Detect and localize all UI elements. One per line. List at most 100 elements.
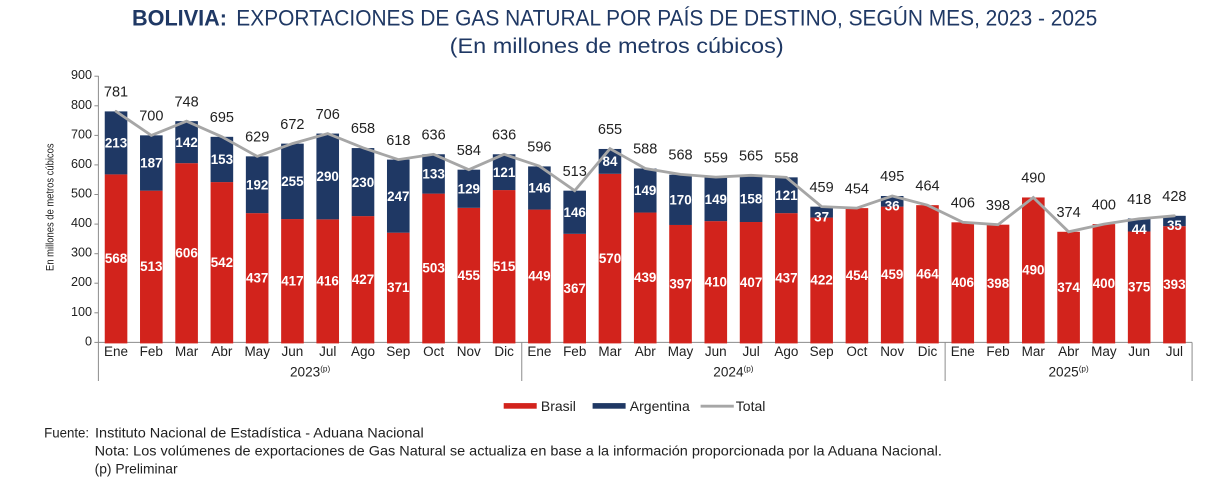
svg-text:Jul: Jul xyxy=(742,344,759,359)
svg-text:Mar: Mar xyxy=(175,344,199,359)
svg-text:Ene: Ene xyxy=(527,344,551,359)
svg-text:Ene: Ene xyxy=(951,344,975,359)
svg-text:542: 542 xyxy=(211,255,233,270)
svg-text:84: 84 xyxy=(603,154,618,169)
svg-text:565: 565 xyxy=(739,149,763,165)
svg-text:En millones de metros cúbicos: En millones de metros cúbicos xyxy=(45,143,57,271)
svg-text:Oct: Oct xyxy=(423,344,444,359)
svg-text:568: 568 xyxy=(105,251,128,266)
svg-text:142: 142 xyxy=(175,135,197,150)
svg-text:655: 655 xyxy=(598,122,622,138)
svg-text:513: 513 xyxy=(140,259,162,274)
svg-text:Oct: Oct xyxy=(846,344,867,359)
svg-text:Fuente:Instituto Nacional de E: Fuente: Instituto Nacional de Estadística… xyxy=(44,424,424,440)
svg-text:588: 588 xyxy=(633,142,657,158)
svg-text:153: 153 xyxy=(211,152,233,167)
svg-text:247: 247 xyxy=(387,189,409,204)
svg-text:407: 407 xyxy=(740,275,762,290)
svg-text:Abr: Abr xyxy=(211,344,233,359)
svg-text:100: 100 xyxy=(71,305,92,319)
svg-text:Abr: Abr xyxy=(635,344,657,359)
svg-text:170: 170 xyxy=(669,193,691,208)
svg-text:584: 584 xyxy=(457,143,481,159)
svg-text:Nov: Nov xyxy=(457,344,481,359)
svg-text:513: 513 xyxy=(563,164,587,180)
svg-text:400: 400 xyxy=(1092,197,1116,213)
svg-text:(En millones de metros cúbicos: (En millones de metros cúbicos) xyxy=(450,34,784,58)
svg-text:454: 454 xyxy=(846,268,869,283)
svg-text:559: 559 xyxy=(704,150,728,166)
svg-text:(p) Preliminar: (p) Preliminar xyxy=(95,461,178,477)
svg-text:146: 146 xyxy=(528,181,550,196)
svg-text:290: 290 xyxy=(317,169,339,184)
svg-text:May: May xyxy=(244,344,270,359)
svg-text:BOLIVIA:EXPORTACIONES DE GAS N: BOLIVIA: EXPORTACIONES DE GAS NATURAL POR… xyxy=(132,5,1097,30)
svg-text:398: 398 xyxy=(987,276,1010,291)
svg-text:149: 149 xyxy=(705,192,727,207)
svg-text:464: 464 xyxy=(915,178,939,194)
svg-text:Jul: Jul xyxy=(1166,344,1183,359)
svg-text:455: 455 xyxy=(458,268,481,283)
svg-text:449: 449 xyxy=(528,269,550,284)
svg-text:570: 570 xyxy=(599,251,621,266)
svg-text:255: 255 xyxy=(281,174,304,189)
svg-text:672: 672 xyxy=(280,117,304,133)
svg-text:149: 149 xyxy=(634,183,656,198)
svg-text:427: 427 xyxy=(352,272,374,287)
svg-text:129: 129 xyxy=(458,181,480,196)
svg-text:606: 606 xyxy=(175,246,197,261)
svg-text:374: 374 xyxy=(1057,280,1080,295)
svg-text:146: 146 xyxy=(564,205,586,220)
svg-text:Argentina: Argentina xyxy=(630,398,690,414)
svg-text:Brasil: Brasil xyxy=(541,398,576,414)
svg-text:503: 503 xyxy=(422,261,444,276)
svg-text:Ene: Ene xyxy=(104,344,128,359)
svg-text:371: 371 xyxy=(387,280,410,295)
svg-text:437: 437 xyxy=(246,271,268,286)
svg-text:Nov: Nov xyxy=(880,344,904,359)
svg-text:Feb: Feb xyxy=(140,344,163,359)
svg-text:558: 558 xyxy=(774,151,798,167)
svg-text:200: 200 xyxy=(71,275,92,289)
svg-text:629: 629 xyxy=(245,130,269,146)
svg-text:800: 800 xyxy=(71,98,92,112)
svg-text:397: 397 xyxy=(669,276,691,291)
svg-text:133: 133 xyxy=(422,167,444,182)
svg-text:400: 400 xyxy=(71,216,92,230)
svg-text:0: 0 xyxy=(85,334,92,348)
svg-text:374: 374 xyxy=(1056,205,1080,221)
svg-text:422: 422 xyxy=(810,273,832,288)
svg-text:636: 636 xyxy=(421,128,445,144)
svg-text:Feb: Feb xyxy=(986,344,1009,359)
svg-text:410: 410 xyxy=(705,275,727,290)
svg-text:495: 495 xyxy=(880,169,904,185)
svg-text:158: 158 xyxy=(740,191,763,206)
svg-text:568: 568 xyxy=(668,148,692,164)
svg-text:416: 416 xyxy=(317,274,339,289)
svg-text:35: 35 xyxy=(1167,218,1182,233)
svg-text:515: 515 xyxy=(493,259,516,274)
svg-text:781: 781 xyxy=(104,85,128,101)
svg-text:695: 695 xyxy=(210,110,234,126)
svg-text:Jun: Jun xyxy=(705,344,727,359)
svg-text:596: 596 xyxy=(527,139,551,155)
svg-text:Feb: Feb xyxy=(563,344,586,359)
svg-text:121: 121 xyxy=(775,188,798,203)
svg-text:490: 490 xyxy=(1021,171,1045,187)
svg-text:748: 748 xyxy=(174,94,198,110)
svg-text:454: 454 xyxy=(845,181,869,197)
svg-text:May: May xyxy=(1091,344,1117,359)
svg-text:Abr: Abr xyxy=(1058,344,1080,359)
svg-text:459: 459 xyxy=(809,180,833,196)
svg-text:367: 367 xyxy=(564,281,586,296)
svg-text:406: 406 xyxy=(952,275,974,290)
svg-text:393: 393 xyxy=(1163,277,1185,292)
svg-text:230: 230 xyxy=(352,175,374,190)
svg-text:464: 464 xyxy=(916,267,939,282)
svg-text:Ago: Ago xyxy=(774,344,798,359)
svg-text:Dic: Dic xyxy=(494,344,514,359)
svg-text:400: 400 xyxy=(1093,276,1115,291)
svg-text:500: 500 xyxy=(71,187,92,201)
svg-text:May: May xyxy=(668,344,694,359)
svg-text:658: 658 xyxy=(351,121,375,137)
